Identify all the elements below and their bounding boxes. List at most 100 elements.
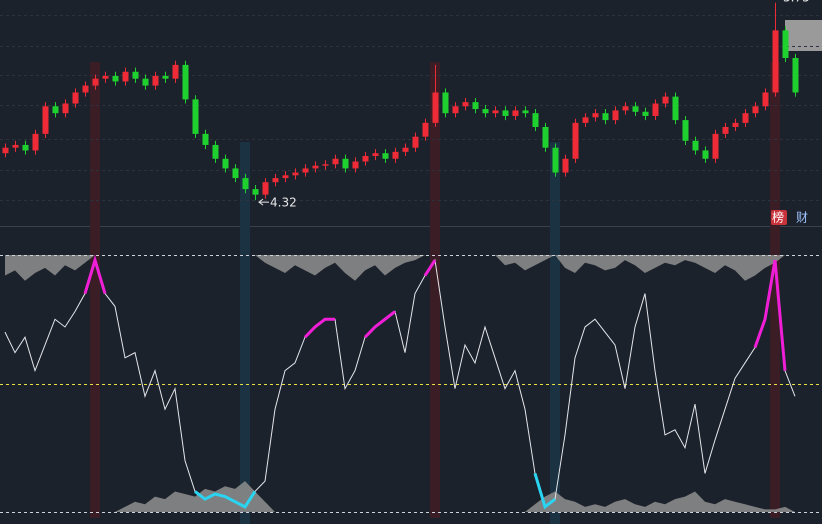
candle-body	[532, 113, 539, 127]
candle-body	[252, 189, 259, 195]
candle-body	[492, 110, 499, 114]
candle-body	[502, 110, 509, 116]
candle-body	[392, 151, 399, 159]
candle-body	[62, 103, 69, 114]
low-label: 4.32	[270, 196, 297, 210]
candle-body	[172, 64, 179, 79]
candle-body	[762, 92, 769, 107]
candle-body	[232, 168, 239, 179]
candle-body	[242, 178, 249, 190]
candle-body	[632, 106, 639, 112]
candle-body	[472, 102, 479, 110]
candle-body	[32, 133, 39, 151]
sell-signal-column	[430, 62, 440, 518]
candle-body	[372, 153, 379, 156]
candle-body	[702, 150, 709, 159]
buy-signal-column	[550, 142, 560, 524]
candle-body	[622, 106, 629, 111]
oscillator-line	[194, 490, 257, 509]
candle-body	[102, 75, 109, 79]
candle-body	[22, 144, 29, 151]
candle-body	[562, 158, 569, 173]
oscillator-line	[533, 473, 556, 510]
candle-body	[722, 126, 729, 134]
candle-body	[772, 30, 779, 93]
candle-body	[122, 71, 129, 82]
candle-body	[162, 75, 169, 79]
candle-body	[342, 158, 349, 169]
candle-body	[412, 136, 419, 148]
candle-body	[302, 168, 309, 173]
candle-body	[422, 122, 429, 137]
candle-body	[152, 75, 159, 86]
candle-body	[432, 92, 439, 123]
candle-body	[382, 153, 389, 159]
candle-body	[92, 78, 99, 86]
candle-body	[522, 110, 529, 114]
candle-body	[262, 182, 269, 195]
candle-body	[212, 144, 219, 159]
candle-body	[682, 120, 689, 141]
candle-body	[2, 147, 9, 154]
upper-band	[5, 255, 795, 281]
candle-body	[612, 110, 619, 121]
candle-body	[542, 126, 549, 148]
candle-body	[752, 106, 759, 114]
candle-body	[512, 110, 519, 116]
oscillator-line	[753, 259, 787, 371]
candle-body	[142, 78, 149, 86]
buy-signal-column	[240, 142, 250, 524]
candle-body	[642, 111, 649, 116]
oscillator-line	[423, 259, 437, 277]
candle-body	[482, 109, 489, 114]
candle-body	[182, 64, 189, 100]
sell-signal-column	[770, 62, 780, 518]
high-label: 5.75	[783, 0, 810, 5]
oscillator-line	[363, 310, 396, 339]
candle-body	[72, 92, 79, 104]
candle-body	[462, 102, 469, 107]
candle-body	[592, 113, 599, 118]
badge-bg	[771, 210, 787, 225]
candle-body	[582, 117, 589, 123]
low-arrow-head	[258, 198, 264, 206]
candle-body	[352, 161, 359, 169]
candle-body	[322, 164, 329, 166]
candle-body	[672, 96, 679, 121]
candle-body	[662, 96, 669, 104]
oscillator-line	[83, 254, 107, 294]
candle-body	[692, 140, 699, 151]
candle-body	[292, 172, 299, 176]
candle-body	[552, 147, 559, 173]
candle-body	[42, 106, 49, 134]
badge[interactable]: 榜	[772, 210, 784, 225]
candle-body	[362, 155, 369, 162]
candle-body	[282, 175, 289, 179]
lower-band	[5, 481, 795, 512]
candle-body	[132, 71, 139, 79]
candle-body	[52, 106, 59, 114]
candle-body	[312, 165, 319, 169]
candle-body	[792, 57, 799, 93]
candle-body	[12, 144, 19, 148]
candle-body	[202, 133, 209, 145]
candle-body	[402, 147, 409, 152]
candle-body	[652, 103, 659, 116]
sell-signal-column	[90, 62, 100, 518]
candle-body	[712, 133, 719, 159]
candle-body	[82, 85, 89, 93]
candle-body	[332, 158, 339, 165]
candle-body	[222, 158, 229, 169]
price-tag-box	[785, 20, 822, 51]
candle-body	[192, 99, 199, 134]
candle-body	[112, 75, 119, 82]
candle-body	[572, 122, 579, 159]
candle-body	[272, 178, 279, 183]
oscillator-line	[303, 317, 335, 339]
candle-body	[782, 30, 789, 58]
badge[interactable]: 财	[796, 211, 808, 225]
candle-body	[742, 113, 749, 123]
